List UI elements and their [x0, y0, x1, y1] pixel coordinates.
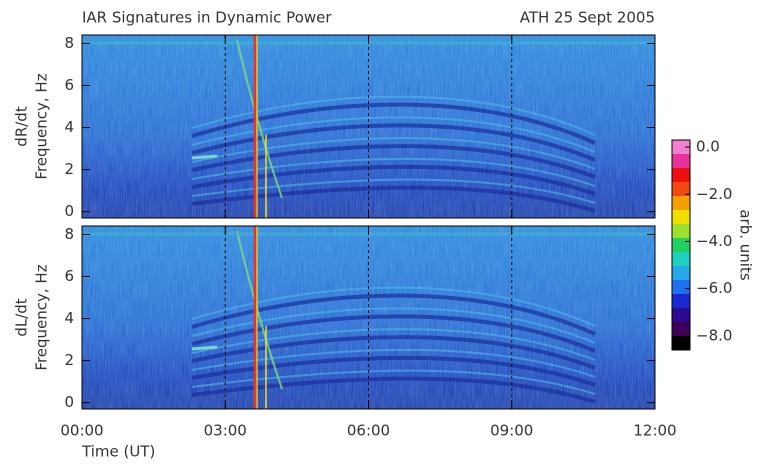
spectral-feature: [191, 123, 596, 162]
colorbar-segment: [672, 182, 690, 197]
y-tick-label: 8: [64, 225, 74, 243]
colorbar-segment: [672, 154, 690, 169]
y-tick-label: 4: [64, 118, 74, 136]
spectral-feature: [191, 154, 218, 160]
colorbar-frame: [671, 139, 691, 351]
spectral-feature: [191, 185, 596, 213]
spectral-feature: [191, 328, 596, 361]
colorbar-segment: [672, 280, 690, 295]
spectral-feature: [236, 230, 283, 390]
y-tick-label: 4: [64, 309, 74, 327]
y-axis-label: Frequency, Hz: [33, 264, 51, 370]
x-tick-label: 03:00: [204, 422, 247, 440]
spectral-feature: [191, 286, 596, 327]
x-tick-label: 12:00: [633, 422, 676, 440]
colorbar-segment: [672, 238, 690, 253]
spectral-feature: [191, 348, 596, 378]
colorbar-segment: [672, 252, 690, 267]
chart-subtitle: ATH 25 Sept 2005: [520, 9, 655, 27]
spectral-feature: [191, 137, 596, 170]
y-tick-label: 8: [64, 34, 74, 52]
colorbar-tick-label: −6.0: [696, 279, 732, 297]
spectral-feature: [191, 293, 596, 336]
colorbar-tick-label: −2.0: [696, 185, 732, 203]
spectral-feature: [191, 144, 596, 179]
spectral-feature: [191, 157, 596, 187]
spectral-feature: [191, 95, 596, 136]
x-tick-label: 09:00: [490, 422, 533, 440]
colorbar-tick-label: 0.0: [696, 138, 720, 156]
colorbar-segment: [672, 294, 690, 309]
colorbar-segment: [672, 196, 690, 211]
y-tick-label: 2: [64, 160, 74, 178]
y-tick-label: 0: [64, 202, 74, 220]
y-tick-label: 6: [64, 76, 74, 94]
spectral-feature: [191, 164, 596, 196]
x-tick-label: 06:00: [347, 422, 390, 440]
colorbar-segment: [672, 224, 690, 239]
colorbar-segment: [672, 140, 690, 155]
spectral-feature: [191, 116, 596, 153]
spectral-feature: [191, 102, 596, 145]
y-axis-label: dL/dt: [13, 298, 31, 336]
colorbar-segment: [672, 210, 690, 225]
y-tick-label: 2: [64, 351, 74, 369]
colorbar-segment: [672, 168, 690, 183]
colorbar-segment: [672, 336, 690, 351]
spectral-feature: [191, 307, 596, 344]
spectral-feature: [191, 178, 596, 204]
x-axis-label: Time (UT): [81, 443, 155, 461]
colorbar-segment: [672, 308, 690, 323]
y-axis-label: dR/dt: [13, 106, 31, 147]
colorbar-tick-label: −8.0: [696, 326, 732, 344]
colorbar-label: arb. units: [737, 209, 755, 280]
x-tick-label: 00:00: [60, 422, 103, 440]
spectral-feature: [191, 376, 596, 404]
spectral-feature: [191, 335, 596, 370]
y-tick-label: 6: [64, 267, 74, 285]
spectral-feature: [191, 369, 596, 395]
y-axis-label: Frequency, Hz: [33, 73, 51, 179]
colorbar-segment: [672, 322, 690, 337]
y-tick-label: 0: [64, 393, 74, 411]
chart-title: IAR Signatures in Dynamic Power: [82, 9, 332, 27]
spectral-feature: [191, 355, 596, 387]
spectral-feature: [236, 39, 283, 199]
colorbar-segment: [672, 266, 690, 281]
colorbar-tick-label: −4.0: [696, 232, 732, 250]
spectral-feature: [191, 314, 596, 353]
spectral-feature: [191, 345, 218, 351]
